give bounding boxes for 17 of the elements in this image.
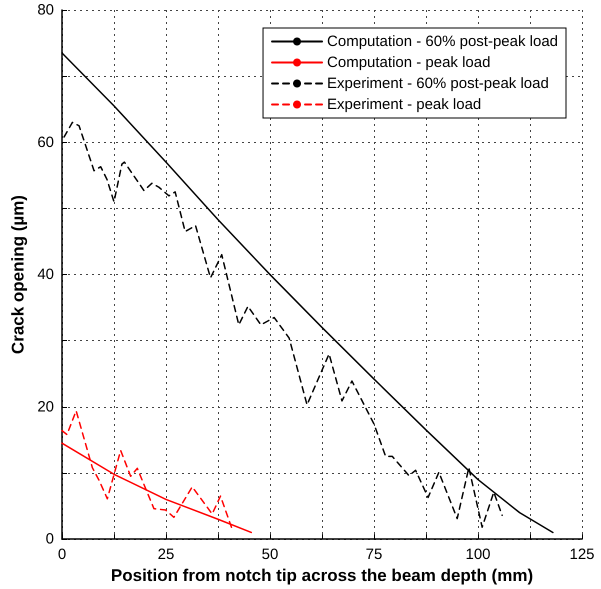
y-tick-label: 60 — [37, 134, 54, 151]
x-tick-label: 100 — [465, 546, 491, 564]
y-axis-title: Crack opening (µm) — [8, 195, 28, 354]
y-tick-label: 20 — [37, 398, 54, 416]
x-tick-label: 25 — [158, 546, 174, 564]
x-tick-label: 75 — [366, 546, 382, 564]
legend-label: Computation - peak load — [327, 54, 490, 71]
legend-label: Experiment - peak load — [327, 96, 482, 113]
y-tick-label: 40 — [37, 266, 54, 284]
x-tick-label: 50 — [262, 546, 278, 564]
legend-label: Computation - 60% post-peak load — [327, 33, 558, 50]
x-tick-label: 0 — [58, 546, 66, 564]
legend-label: Experiment - 60% post-peak load — [327, 75, 549, 92]
y-tick-label: 0 — [46, 530, 54, 548]
x-tick-label: 125 — [569, 546, 595, 564]
x-axis-title: Position from notch tip across the beam depth (mm) — [110, 566, 534, 585]
y-tick-label: 80 — [37, 2, 54, 18]
